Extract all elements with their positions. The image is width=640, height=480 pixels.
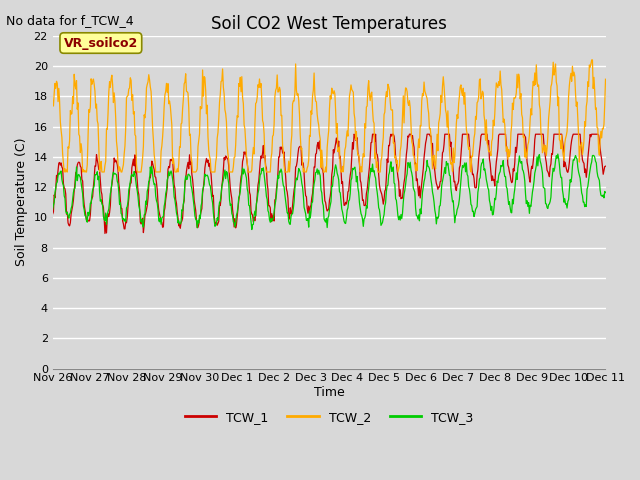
Y-axis label: Soil Temperature (C): Soil Temperature (C): [15, 138, 28, 266]
Title: Soil CO2 West Temperatures: Soil CO2 West Temperatures: [211, 15, 447, 33]
X-axis label: Time: Time: [314, 386, 344, 399]
Text: VR_soilco2: VR_soilco2: [64, 36, 138, 49]
Text: No data for f_TCW_4: No data for f_TCW_4: [6, 14, 134, 27]
Legend: TCW_1, TCW_2, TCW_3: TCW_1, TCW_2, TCW_3: [180, 406, 478, 429]
